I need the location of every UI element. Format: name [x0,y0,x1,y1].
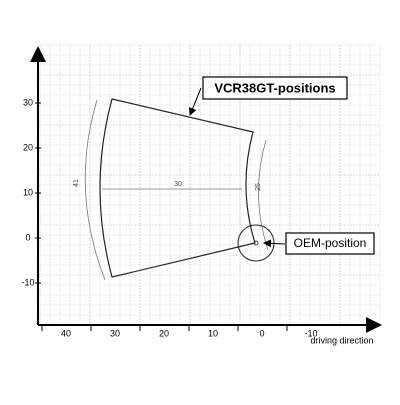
x-tick-label: 40 [61,328,71,338]
y-tick-label: 0 [25,232,30,242]
x-tick-label: 10 [208,328,218,338]
vcr-leader [188,87,202,116]
x-tick-label: 30 [110,328,120,338]
oem-point [253,240,259,246]
y-tick-label: 30 [23,97,33,107]
oem-box [285,232,375,255]
inner-dimension-arc [258,139,269,251]
y-tick-label: 20 [23,142,33,152]
vcr-box [202,76,348,100]
x-tick-label: 0 [259,328,264,338]
vcr-label: VCR38GT-positions [214,80,335,95]
x-tick-label: 20 [159,328,169,338]
direction-label: driving direction [310,335,373,345]
x-tick-label: -10 [304,328,317,338]
outer-dimension-arc [84,99,106,281]
outer-arc-label: 41 [73,179,80,187]
y-tick-label: 10 [23,187,33,197]
inner-arc-label: 25 [255,183,262,191]
oem-leader [263,239,286,248]
vcr-sector [99,98,256,278]
y-tick-label: -10 [21,277,34,287]
width-label: 30 [174,181,182,188]
oem-label: OEM-position [294,236,367,250]
